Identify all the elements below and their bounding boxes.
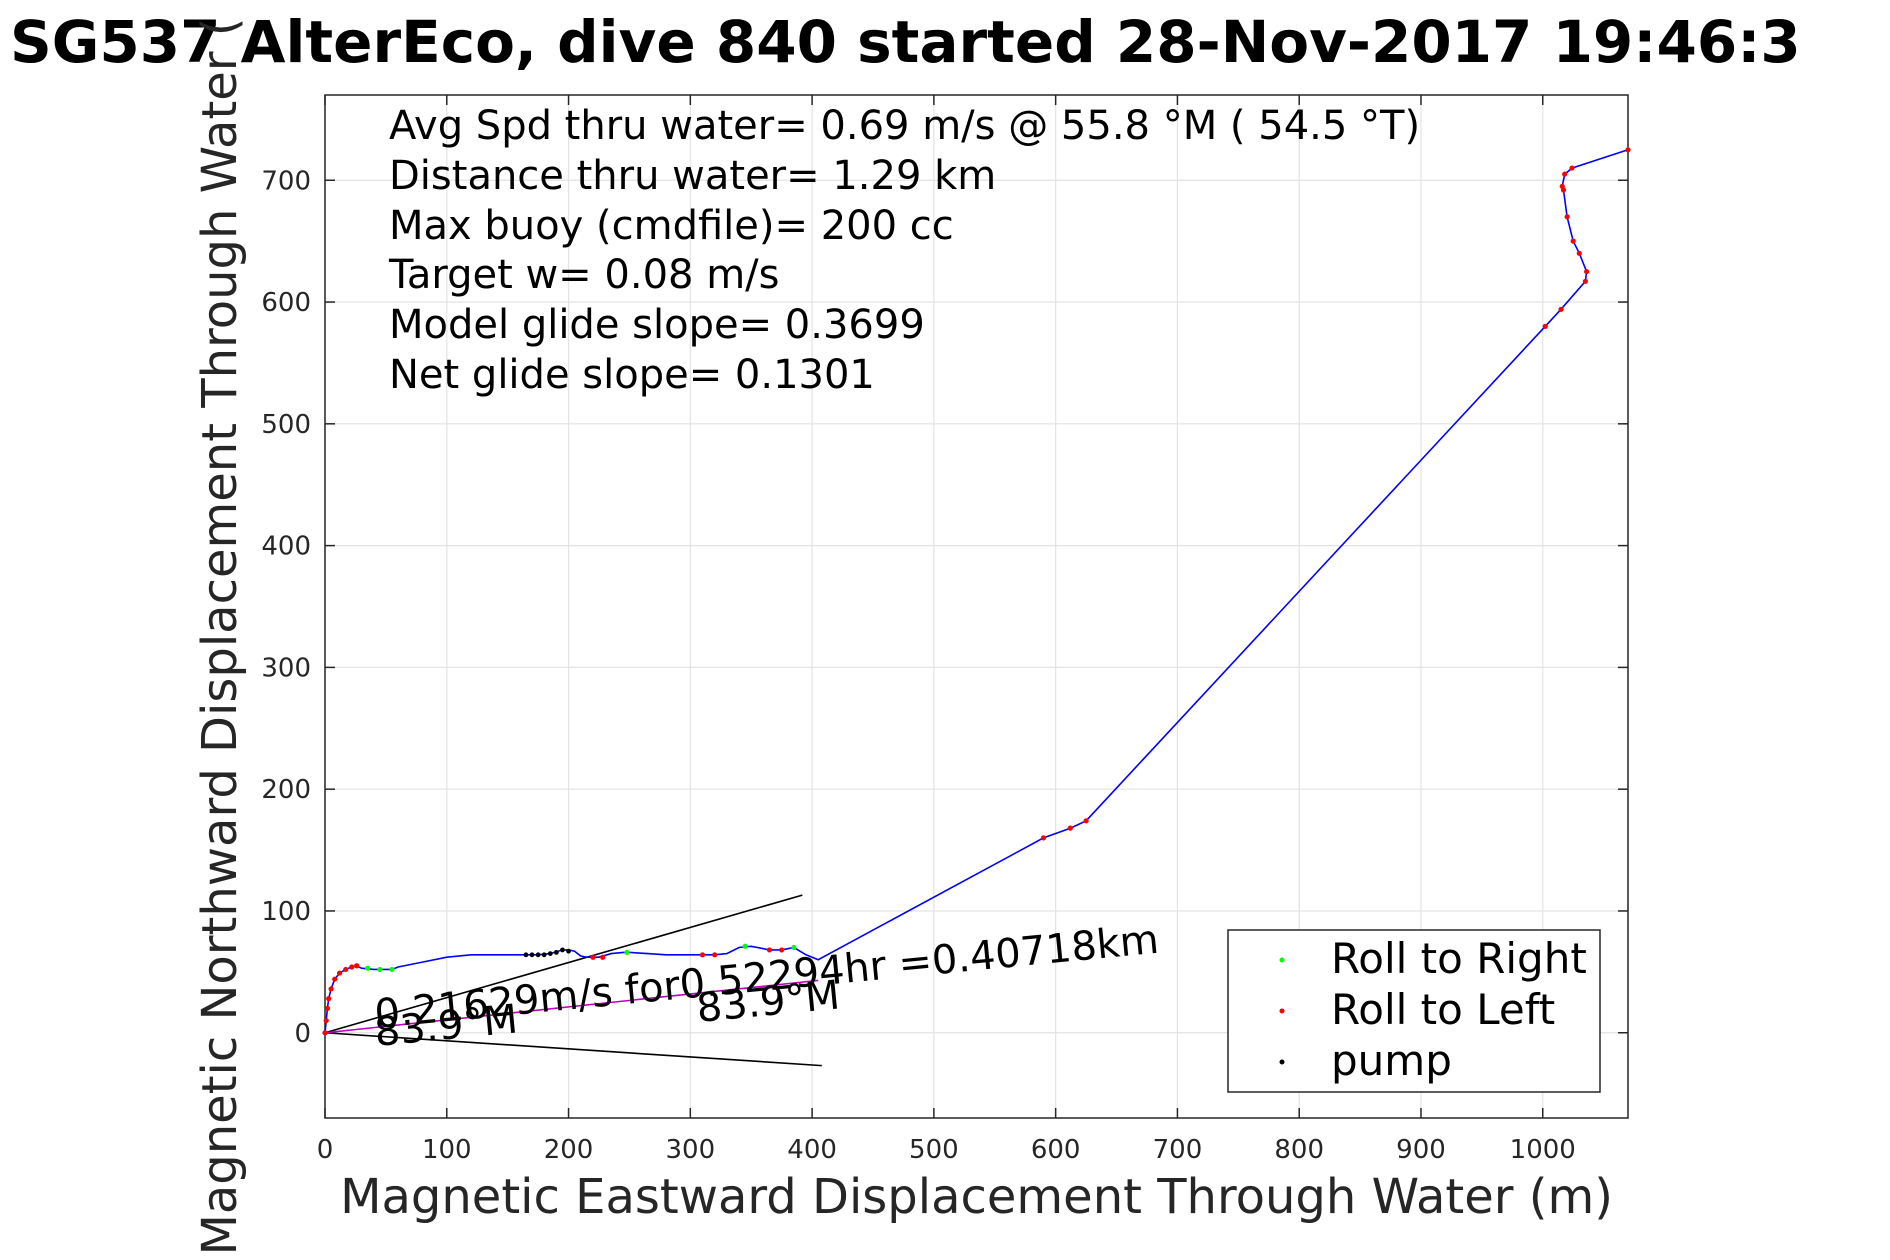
chart-title: SG537 AlterEco, dive 840 started 28-Nov-… <box>10 8 1801 76</box>
marker-roll-to-left <box>1582 278 1588 284</box>
marker-roll-to-left <box>322 1030 328 1036</box>
marker-roll-to-left <box>1564 214 1570 220</box>
stats-annotations: Avg Spd thru water= 0.69 m/s @ 55.8 °M (… <box>388 103 1420 398</box>
marker-roll-to-left <box>590 954 596 960</box>
marker-roll-to-left <box>328 986 334 992</box>
grid-lines <box>324 95 1628 1118</box>
x-tick-label: 0 <box>317 1135 334 1165</box>
marker-roll-to-left <box>343 966 349 973</box>
marker-roll-to-left <box>1625 147 1631 153</box>
marker-roll-to-left <box>1576 250 1582 256</box>
annotation-model-glide-slope: Model glide slope= 0.3699 <box>389 302 925 348</box>
y-tick-label: 200 <box>261 775 311 805</box>
legend-label-roll-left: Roll to Left <box>1331 985 1555 1034</box>
y-tick-label: 100 <box>261 897 311 927</box>
marker-pump <box>529 952 535 958</box>
marker-roll-to-left <box>1083 818 1089 824</box>
legend-marker-roll-right <box>1279 957 1285 963</box>
marker-roll-to-left <box>712 952 718 958</box>
legend-marker-roll-left <box>1279 1008 1285 1014</box>
annotation-net-glide-slope: Net glide slope= 0.1301 <box>389 352 875 398</box>
marker-roll-to-left <box>766 947 773 953</box>
marker-roll-to-left <box>349 964 355 970</box>
legend-label-roll-right: Roll to Right <box>1331 934 1587 983</box>
x-tick-label: 500 <box>909 1135 959 1165</box>
legend: Roll to Right Roll to Left pump <box>1227 929 1601 1093</box>
marker-roll-to-left <box>332 976 338 982</box>
marker-roll-to-left <box>1542 323 1548 329</box>
x-tick-label: 100 <box>422 1135 472 1165</box>
heading-reference-lines <box>324 894 822 1067</box>
marker-pump <box>541 952 547 958</box>
marker-pump <box>523 952 529 958</box>
x-tick-label: 700 <box>1153 1135 1203 1165</box>
x-tick-label: 900 <box>1396 1135 1446 1165</box>
marker-roll-to-left <box>1559 183 1565 189</box>
marker-roll-to-left <box>354 963 360 969</box>
marker-roll-to-left <box>699 952 706 958</box>
marker-pump <box>553 949 559 955</box>
marker-roll-to-left <box>1583 268 1590 275</box>
x-tick-label: 200 <box>544 1135 594 1165</box>
x-axis: 0 100 200 300 400 500 600 700 800 900 1000 <box>317 95 1576 1165</box>
annotation-distance: Distance thru water= 1.29 km <box>389 153 996 199</box>
marker-roll-to-right <box>365 965 371 971</box>
marker-roll-to-left <box>324 1005 331 1011</box>
annotation-avg-speed: Avg Spd thru water= 0.69 m/s @ 55.8 °M (… <box>389 103 1420 149</box>
y-tick-label: 600 <box>261 288 311 318</box>
marker-roll-to-left <box>600 954 606 960</box>
y-axis: 0 100 200 300 400 500 600 700 <box>261 166 1628 1049</box>
y-axis-label: Magnetic Northward Displacement Through … <box>192 17 248 1255</box>
legend-box <box>1227 929 1601 1093</box>
marker-roll-to-left <box>337 970 343 976</box>
plot-frame <box>324 94 1629 1119</box>
marker-pump <box>560 947 565 953</box>
y-tick-label: 700 <box>261 166 311 196</box>
marker-roll-to-left <box>1570 238 1576 244</box>
heading-reference-line <box>324 1031 822 1067</box>
marker-roll-to-left <box>1040 835 1047 841</box>
marker-roll-to-left <box>323 1017 329 1024</box>
heading-reference-line <box>324 894 803 1034</box>
marker-roll-to-right <box>377 966 383 973</box>
marker-pump <box>566 948 571 954</box>
marker-roll-to-left <box>1562 171 1568 177</box>
legend-label-pump: pump <box>1331 1036 1452 1085</box>
y-tick-label: 0 <box>294 1019 311 1049</box>
marker-roll-to-left <box>1067 825 1073 831</box>
marker-roll-to-right <box>742 943 748 949</box>
marker-roll-to-left <box>326 996 332 1002</box>
x-tick-label: 1000 <box>1510 1135 1576 1165</box>
marker-roll-to-right <box>624 949 630 955</box>
series-markers <box>322 147 1631 1036</box>
y-tick-label: 500 <box>261 410 311 440</box>
marker-pump <box>547 951 553 956</box>
marker-roll-to-left <box>1569 165 1575 171</box>
x-tick-label: 400 <box>787 1135 837 1165</box>
marker-roll-to-left <box>1558 306 1564 312</box>
annotation-target-w: Target w= 0.08 m/s <box>388 252 779 298</box>
x-tick-label: 800 <box>1274 1135 1324 1165</box>
series-lines <box>324 149 1629 1034</box>
y-tick-label: 400 <box>261 532 311 562</box>
legend-marker-pump <box>1279 1059 1285 1065</box>
marker-roll-to-right <box>389 966 395 973</box>
x-axis-label: Magnetic Eastward Displacement Through W… <box>340 1169 1613 1225</box>
x-tick-label: 300 <box>666 1135 716 1165</box>
series-line-current <box>324 979 819 1034</box>
series-line-track <box>324 149 1629 1033</box>
marker-roll-to-left <box>779 947 785 953</box>
annotation-max-buoy: Max buoy (cmdfile)= 200 cc <box>389 203 954 249</box>
marker-pump <box>535 952 541 958</box>
y-tick-label: 300 <box>261 653 311 683</box>
marker-roll-to-right <box>791 944 797 951</box>
x-tick-label: 600 <box>1031 1135 1081 1165</box>
